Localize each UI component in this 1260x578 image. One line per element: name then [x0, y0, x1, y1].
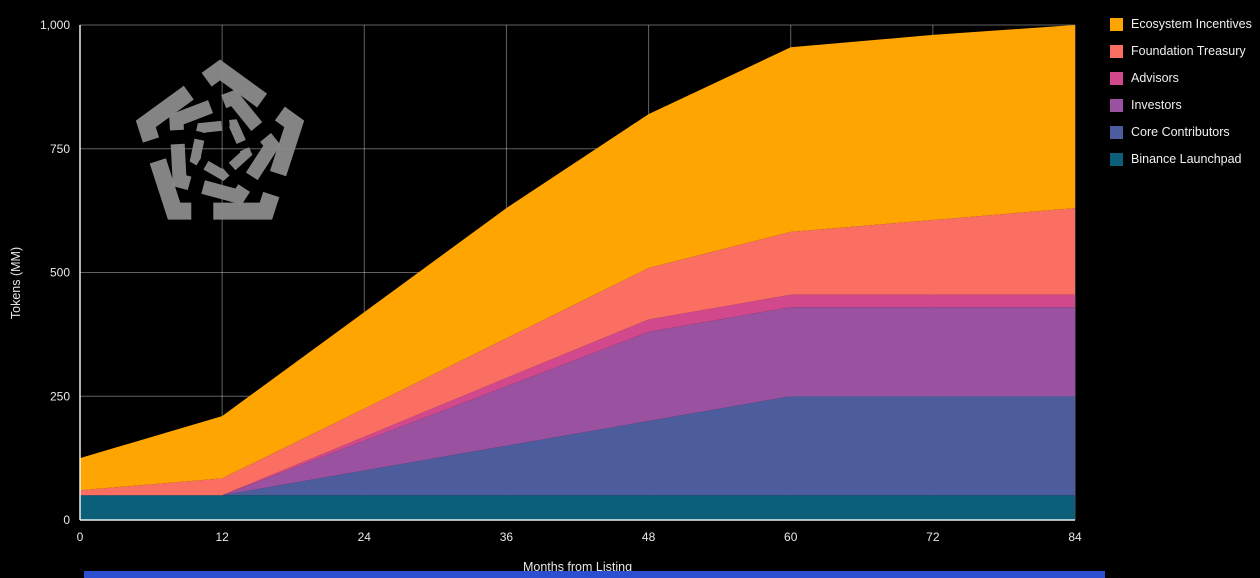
x-tick-label: 12 [215, 530, 229, 544]
legend-swatch [1110, 152, 1123, 166]
y-tick-label: 0 [63, 513, 70, 527]
x-tick-label: 36 [500, 530, 514, 544]
x-tick-label: 48 [642, 530, 656, 544]
tick-labels: 0 250 500 750 1,000 0 12 24 36 48 60 72 84 [40, 18, 1082, 544]
x-tick-label: 24 [358, 530, 372, 544]
video-progress-bar[interactable] [84, 571, 1105, 578]
x-tick-label: 60 [784, 530, 798, 544]
y-tick-label: 750 [50, 142, 70, 156]
legend-item-label: Investors [1131, 98, 1182, 112]
legend-item-label: Binance Launchpad [1131, 152, 1242, 166]
legend-swatch [1110, 125, 1123, 139]
legend-item-label: Ecosystem Incentives [1131, 17, 1252, 31]
y-tick-label: 1,000 [40, 18, 70, 32]
legend-item: Binance Launchpad [1110, 152, 1252, 166]
x-tick-label: 84 [1068, 530, 1082, 544]
area-core-contributors [80, 396, 1075, 496]
y-tick-label: 500 [50, 266, 70, 280]
legend-item-label: Advisors [1131, 71, 1179, 85]
area-ecosystem-incentives [80, 25, 1075, 491]
legend-swatch [1110, 71, 1123, 85]
legend-swatch [1110, 44, 1123, 58]
legend-swatch [1110, 17, 1123, 31]
area-investors [80, 307, 1075, 496]
legend-item: Core Contributors [1110, 125, 1252, 139]
legend-item-label: Foundation Treasury [1131, 44, 1246, 58]
y-tick-label: 250 [50, 389, 70, 403]
legend-swatch [1110, 98, 1123, 112]
legend-item: Investors [1110, 98, 1252, 112]
x-axis-title: Months from Listing [522, 560, 633, 574]
legend-item: Ecosystem Incentives [1110, 17, 1252, 31]
area-foundation-treasury [80, 208, 1075, 496]
area-series [80, 25, 1075, 520]
legend-item-label: Core Contributors [1131, 125, 1230, 139]
x-tick-label: 0 [77, 530, 84, 544]
legend-item: Foundation Treasury [1110, 44, 1252, 58]
x-tick-label: 72 [926, 530, 940, 544]
axes [79, 25, 1075, 521]
area-binance-launchpad [80, 495, 1075, 520]
legend: Ecosystem Incentives Foundation Treasury A… [1110, 17, 1252, 166]
legend-item: Advisors [1110, 71, 1252, 85]
y-axis-title: Tokens (MM) [9, 246, 23, 320]
